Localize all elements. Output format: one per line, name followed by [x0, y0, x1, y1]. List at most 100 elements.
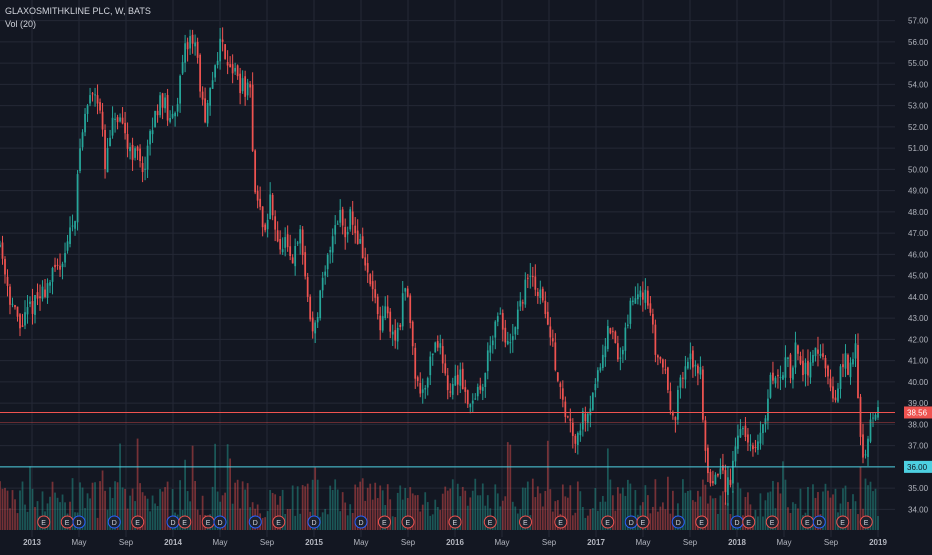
volume-bar [331, 489, 334, 530]
candle-body [404, 288, 407, 292]
candle-body [261, 206, 264, 228]
earnings-marker-label: D [77, 520, 82, 527]
candle-body [84, 113, 86, 133]
candle-body [614, 331, 617, 343]
volume-bar [564, 496, 567, 530]
volume-bar [426, 502, 429, 530]
candle-body [799, 356, 802, 364]
candle-body [479, 385, 482, 390]
volume-bar [194, 480, 196, 530]
volume-bar [626, 479, 629, 530]
x-tick-label: May [776, 538, 791, 547]
volume-bar [401, 499, 404, 530]
candle-body [46, 283, 49, 298]
candle-body [519, 300, 522, 307]
earnings-marker-label: E [382, 520, 387, 527]
x-tick-label: 2017 [587, 538, 605, 547]
candle-body [844, 353, 847, 369]
candle-body [444, 363, 447, 374]
candle-body [752, 445, 754, 450]
candle-body [679, 377, 682, 388]
volume-bar [744, 496, 747, 530]
volume-bar [536, 486, 539, 530]
volume-bar [21, 481, 24, 530]
volume-bar [649, 513, 652, 530]
candle-body [509, 342, 512, 344]
volume-bar [787, 507, 789, 530]
volume-bar [246, 483, 249, 530]
volume-bar [409, 487, 412, 530]
volume-bar [11, 490, 14, 530]
candle-body [81, 132, 84, 148]
candle-body [89, 95, 91, 104]
candle-body [219, 38, 222, 62]
candle-body [636, 294, 639, 300]
candle-body [71, 225, 74, 227]
earnings-marker-label: E [206, 520, 211, 527]
candle-body [341, 209, 344, 226]
symbol-title: GLAXOSMITHKLINE PLC, W, BATS [5, 6, 151, 16]
candle-body [131, 144, 134, 160]
volume-bar [704, 484, 707, 530]
volume-bar [474, 478, 477, 530]
candle-body [619, 357, 622, 359]
candle-body [54, 264, 56, 268]
candle-body [669, 391, 672, 410]
candle-body [724, 470, 727, 493]
candle-body [411, 321, 414, 347]
volume-bar [659, 506, 662, 530]
candle-body [289, 246, 292, 257]
volume-bar [496, 493, 499, 530]
x-tick-label: 2016 [446, 538, 464, 547]
earnings-marker [107, 515, 121, 529]
earnings-marker-label: E [406, 520, 411, 527]
candle-body [49, 282, 51, 286]
volume-bar [381, 490, 384, 530]
candle-body [256, 190, 259, 201]
candle-body [246, 82, 249, 96]
volume-bar [299, 513, 302, 530]
volume-bar [784, 479, 787, 530]
candle-body [837, 388, 839, 402]
candle-body [421, 389, 424, 393]
candle-body [354, 225, 357, 234]
volume-bar [799, 488, 802, 530]
candle-body [819, 353, 822, 356]
volume-bar [191, 445, 194, 530]
volume-bar [611, 495, 614, 530]
candle-body [586, 413, 589, 424]
candle-body [824, 358, 827, 369]
candle-body [229, 64, 232, 68]
volume-bar [829, 497, 832, 530]
earnings-marker-label: E [840, 520, 845, 527]
candle-body [759, 432, 762, 444]
volume-bar [301, 485, 304, 530]
candle-body [814, 347, 817, 357]
candle-body [529, 275, 532, 277]
volume-bar [346, 515, 349, 530]
volume-bar [374, 482, 377, 530]
earnings-marker [178, 515, 192, 529]
volume-bar [344, 502, 347, 530]
volume-bar [79, 482, 81, 530]
volume-bar [144, 495, 146, 530]
candle-body [176, 104, 179, 112]
volume-bar [91, 482, 94, 530]
candle-body [334, 225, 337, 235]
volume-bar [226, 444, 229, 530]
candle-body [69, 227, 71, 244]
volume-bar [31, 488, 34, 530]
volume-bar [459, 496, 462, 530]
candle-body [769, 374, 772, 398]
volume-bar [739, 488, 742, 530]
earnings-marker [695, 515, 709, 529]
candle-body [859, 396, 862, 437]
candle-body [346, 231, 349, 235]
candle-body [376, 296, 379, 315]
candle-body [236, 65, 239, 77]
earnings-marker [131, 515, 145, 529]
candle-body [787, 357, 789, 359]
candle-body [516, 309, 519, 330]
